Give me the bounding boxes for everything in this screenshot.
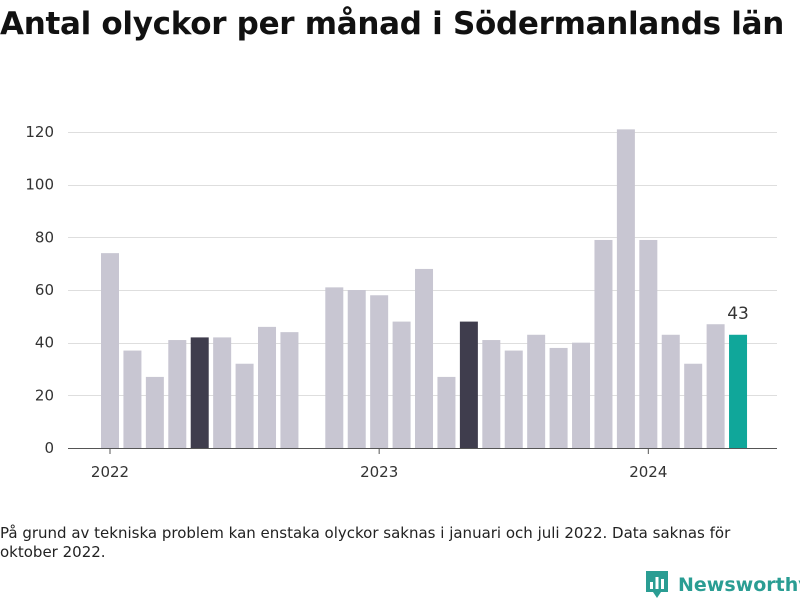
y-tick-label: 120 [25, 123, 54, 141]
data-label: 43 [727, 304, 749, 324]
bar-2023-02 [392, 321, 411, 448]
x-axis: 2022 2023 2024 [91, 448, 667, 481]
bar-2022-02 [123, 350, 142, 448]
bar-2022-01 [101, 253, 119, 448]
bar-2023-06 [482, 340, 501, 448]
bar-2023-03 [415, 268, 434, 448]
bar-2023-04 [437, 376, 456, 448]
bar-2023-09 [549, 347, 568, 448]
bar-2024-02 [661, 334, 680, 448]
bar-2024-04 [706, 324, 725, 448]
bar-2023-11 [594, 239, 613, 448]
bar-2023-01 [370, 295, 389, 448]
x-tick-label: 2023 [360, 463, 398, 481]
bar-2023-08 [527, 334, 546, 448]
x-tick-label: 2022 [91, 463, 129, 481]
bar-2022-07 [235, 363, 254, 448]
y-tick-label: 80 [35, 228, 54, 246]
bar-chart-logo-icon [646, 571, 668, 598]
y-axis: 0 20 40 60 80 100 120 [25, 123, 54, 457]
y-tick-label: 20 [35, 386, 54, 404]
bar-2023-12 [616, 129, 635, 448]
bar-2024-01 [639, 239, 658, 448]
y-tick-label: 60 [35, 281, 54, 299]
bar-2024-05 [729, 334, 748, 448]
bar-2022-04 [168, 340, 187, 448]
bar-2024-03 [684, 363, 703, 448]
bar-2023-05 [459, 321, 478, 448]
chart-title: Antal olyckor per månad i Södermanlands … [0, 6, 784, 42]
y-tick-label: 100 [25, 176, 54, 194]
data-labels: 43 [727, 304, 749, 324]
bar-2022-05 [190, 337, 209, 448]
footnote: På grund av tekniska problem kan enstaka… [0, 524, 731, 561]
bar-chart: 0 20 40 60 80 100 120 2022 2023 2024 43 [25, 123, 777, 481]
y-tick-label: 0 [44, 439, 54, 457]
bar-2023-07 [504, 350, 523, 448]
bar-2022-06 [213, 337, 232, 448]
bar-2022-03 [145, 376, 164, 448]
bar-2022-12 [347, 290, 366, 448]
bars [101, 129, 748, 448]
brand-name: Newsworthy [678, 574, 800, 596]
x-tick-label: 2024 [629, 463, 667, 481]
bar-2022-09 [280, 332, 299, 448]
y-tick-label: 40 [35, 334, 54, 352]
bar-2023-10 [572, 342, 591, 448]
bar-2022-08 [258, 326, 277, 448]
bar-2022-11 [325, 287, 344, 448]
newsworthy-logo[interactable]: Newsworthy [644, 569, 800, 601]
